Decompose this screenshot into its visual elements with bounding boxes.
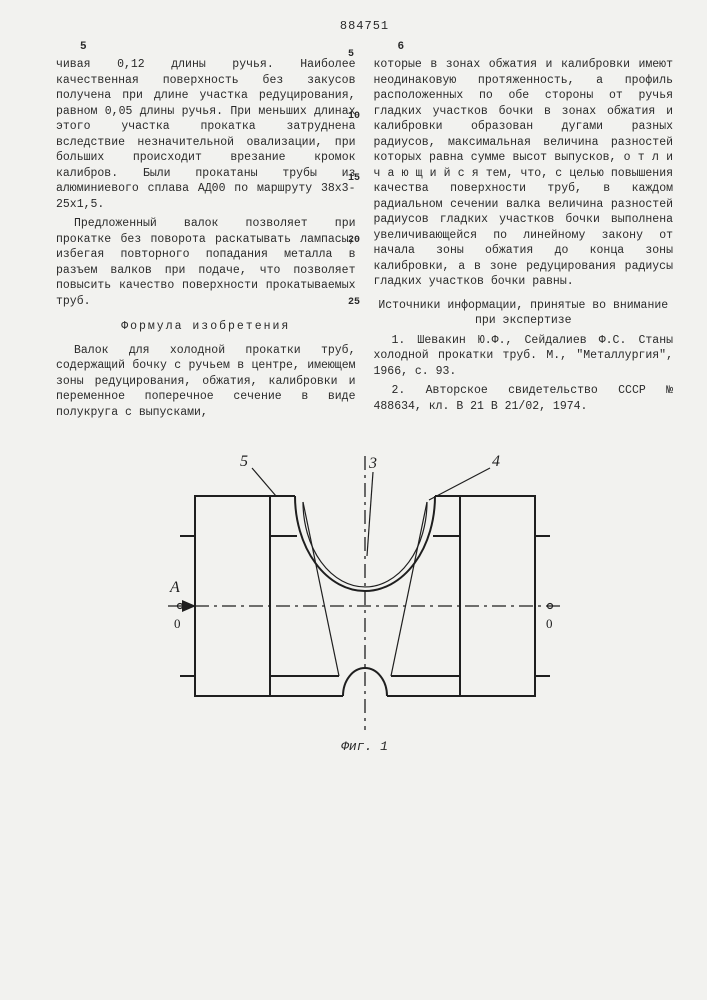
svg-text:А: А [169,579,180,596]
left-paragraph-1: чивая 0,12 длины ручья. Наиболее качеств… [56,57,356,212]
source-2: 2. Авторское свидетельство СССР № 488634… [374,383,674,414]
left-paragraph-3: Валок для холодной прокатки труб, содерж… [56,343,356,421]
svg-text:4: 4 [492,453,500,470]
figure-svg: А 0 0 5 3 4 [160,436,570,736]
svg-text:0: 0 [546,616,553,631]
figure-caption: Фиг. 1 [56,738,673,756]
right-page-number: 6 [374,40,674,55]
left-column: 5 чивая 0,12 длины ручья. Наиболее качес… [56,40,356,424]
left-page-number: 5 [56,40,356,55]
sources-title: Источники информации, принятые во вниман… [374,298,674,329]
line-number-gutter: 5 10 15 20 25 [348,48,360,358]
figure-area: А 0 0 5 3 4 [56,436,673,736]
source-1: 1. Шевакин Ю.Ф., Сейдалиев Ф.С. Станы хо… [374,333,674,380]
right-column: 6 которые в зонах обжатия и калибровки и… [374,40,674,424]
line-marker: 5 [348,48,360,110]
right-paragraph-1: которые в зонах обжатия и калибровки име… [374,57,674,290]
formula-title: Формула изобретения [56,319,356,335]
svg-text:0: 0 [174,616,181,631]
svg-text:5: 5 [240,453,248,470]
document-number: 884751 [56,18,673,34]
svg-text:3: 3 [368,455,377,472]
line-marker: 20 [348,234,360,296]
left-paragraph-2: Предложенный валок позволяет при прокатк… [56,216,356,309]
line-marker: 15 [348,172,360,234]
line-marker: 25 [348,296,360,358]
line-marker: 10 [348,110,360,172]
